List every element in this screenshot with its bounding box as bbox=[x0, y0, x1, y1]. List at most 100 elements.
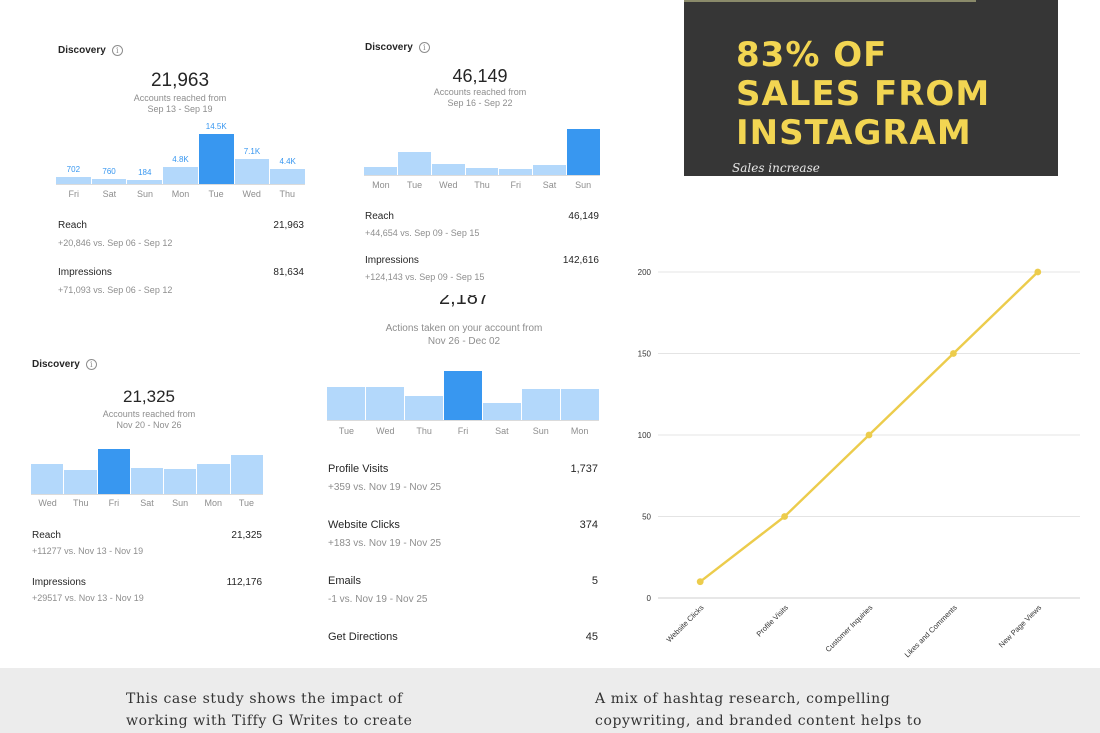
x-tick-label: Customer Inquiries bbox=[824, 603, 875, 654]
day-label: Wed bbox=[242, 189, 261, 199]
heading-text: Discovery bbox=[32, 359, 80, 370]
series-line bbox=[699, 271, 1039, 583]
day-label: Sat bbox=[102, 189, 117, 199]
stat-value: 21,325 bbox=[231, 530, 262, 541]
stat-label: Emails bbox=[328, 575, 362, 587]
stat-compare: +124,143 vs. Sep 09 - Sep 15 bbox=[365, 272, 485, 282]
stat-label: Impressions bbox=[365, 255, 419, 266]
bar-sat bbox=[483, 403, 521, 420]
heading-text: Discovery bbox=[365, 42, 413, 53]
day-label: Wed bbox=[38, 498, 57, 508]
discovery-panel-nov20: Discovery i 21,325 Accounts reached from… bbox=[24, 355, 274, 615]
stat-value: 21,963 bbox=[273, 220, 304, 231]
day-label: Thu bbox=[416, 426, 432, 436]
footer-right-text: A mix of hashtag research, compelling co… bbox=[595, 688, 922, 732]
footer-left-line-2: working with Tiffy G Writes to create bbox=[126, 713, 413, 729]
heading-text: Discovery bbox=[58, 45, 106, 56]
bar-chart bbox=[364, 125, 601, 176]
y-tick-label: 200 bbox=[638, 268, 652, 277]
stat-impressions: Impressions 142,616 +124,143 vs. Sep 09 … bbox=[365, 255, 599, 285]
actions-label: Actions taken on your account from bbox=[385, 323, 543, 334]
stat-compare: +44,654 vs. Sep 09 - Sep 15 bbox=[365, 228, 480, 238]
info-icon[interactable]: i bbox=[111, 45, 123, 56]
bar-sat bbox=[533, 165, 567, 175]
day-label: Sun bbox=[532, 426, 549, 436]
bar-tue bbox=[230, 455, 263, 494]
panel-heading: Discovery i bbox=[32, 359, 97, 370]
bar-thu bbox=[465, 168, 499, 175]
bar-thu: 4.4K bbox=[270, 157, 306, 184]
bar-wed bbox=[366, 386, 404, 420]
bar-value-label: 702 bbox=[66, 165, 81, 175]
stat-value: 45 bbox=[585, 631, 598, 643]
panel-heading: Discovery i bbox=[58, 45, 123, 56]
day-axis: Tue Wed Thu Fri Sat Sun Mon bbox=[327, 426, 599, 436]
bar-fri bbox=[97, 449, 130, 494]
day-label: Fri bbox=[457, 426, 469, 436]
day-label: Sat bbox=[140, 498, 154, 508]
headline-line-3: INSTAGRAM bbox=[736, 113, 972, 153]
stat-impressions: Impressions 81,634 +71,093 vs. Sep 06 - … bbox=[58, 267, 304, 297]
bar-tue bbox=[397, 152, 431, 175]
stat-label: Profile Visits bbox=[328, 463, 389, 475]
bar-mon: 4.8K bbox=[163, 155, 198, 184]
bar-wed: 7.1K bbox=[234, 147, 270, 184]
footer-right-line-1: A mix of hashtag research, compelling bbox=[595, 691, 891, 707]
date-range: Sep 16 - Sep 22 bbox=[447, 98, 513, 108]
y-tick-label: 100 bbox=[638, 431, 652, 440]
stat-reach: Reach 46,149 +44,654 vs. Sep 09 - Sep 15 bbox=[365, 211, 599, 241]
day-label: Fri bbox=[510, 180, 521, 190]
stat-label: Reach bbox=[58, 220, 87, 231]
date-range: Nov 26 - Dec 02 bbox=[427, 336, 501, 347]
stat-value: 46,149 bbox=[568, 211, 599, 222]
info-icon[interactable]: i bbox=[85, 359, 97, 370]
bar-fri bbox=[499, 168, 533, 175]
info-icon[interactable]: i bbox=[418, 42, 430, 53]
stat-label: Impressions bbox=[58, 267, 112, 278]
data-point bbox=[1034, 268, 1042, 276]
stat-get-directions: Get Directions 45 bbox=[328, 631, 598, 652]
bar-value-label: 4.8K bbox=[172, 154, 189, 164]
discovery-panel-sep13: Discovery i 21,963 Accounts reached from… bbox=[48, 30, 312, 305]
stat-label: Reach bbox=[365, 211, 394, 222]
x-tick-label: New Page Views bbox=[997, 603, 1044, 650]
day-label: Thu bbox=[279, 189, 296, 199]
stat-website-clicks: Website Clicks 374 +183 vs. Nov 19 - Nov… bbox=[328, 519, 598, 551]
day-label: Sat bbox=[495, 426, 509, 436]
actions-panel-nov26: 2,187 Actions taken on your account from… bbox=[318, 295, 610, 652]
accounts-reached-label: Accounts reached from bbox=[102, 409, 196, 419]
bar-mon bbox=[364, 166, 397, 175]
discovery-panel-sep16: Discovery i 46,149 Accounts reached from… bbox=[355, 30, 605, 290]
bar-fri: 702 bbox=[56, 165, 91, 184]
y-tick-label: 150 bbox=[638, 350, 652, 359]
stat-compare: +29517 vs. Nov 13 - Nov 19 bbox=[32, 593, 144, 603]
day-label: Sat bbox=[542, 180, 557, 190]
headline-caption: Sales increase bbox=[732, 161, 820, 175]
bar-value-label: 184 bbox=[138, 168, 152, 177]
day-label: Mon bbox=[204, 498, 223, 508]
bar-tue bbox=[327, 386, 365, 420]
stat-profile-visits: Profile Visits 1,737 +359 vs. Nov 19 - N… bbox=[328, 463, 598, 495]
day-label: Sun bbox=[575, 180, 592, 190]
day-label: Mon bbox=[570, 426, 589, 436]
x-tick-label: Likes and Comments bbox=[903, 603, 959, 659]
accounts-reached-total: 21,325 bbox=[123, 387, 175, 406]
day-label: Thu bbox=[474, 180, 490, 190]
bar-sun bbox=[164, 469, 197, 494]
headline-box: 83% OF SALES FROM INSTAGRAM Sales increa… bbox=[684, 0, 1058, 176]
day-axis: Mon Tue Wed Thu Fri Sat Sun bbox=[364, 180, 600, 190]
stat-compare: +71,093 vs. Sep 06 - Sep 12 bbox=[58, 285, 173, 295]
panel-heading: Discovery i bbox=[365, 42, 430, 53]
stat-label: Website Clicks bbox=[328, 519, 400, 531]
day-label: Tue bbox=[208, 189, 224, 199]
stat-label: Reach bbox=[32, 530, 61, 541]
day-label: Fri bbox=[68, 189, 80, 199]
stat-label: Impressions bbox=[32, 577, 86, 588]
y-tick-label: 50 bbox=[642, 513, 651, 522]
stat-impressions: Impressions 112,176 +29517 vs. Nov 13 - … bbox=[32, 577, 262, 607]
bar-wed bbox=[31, 464, 64, 494]
actions-total: 2,187 bbox=[438, 295, 490, 309]
day-label: Tue bbox=[406, 180, 423, 190]
data-point bbox=[696, 578, 704, 586]
stat-value: 142,616 bbox=[562, 255, 599, 266]
